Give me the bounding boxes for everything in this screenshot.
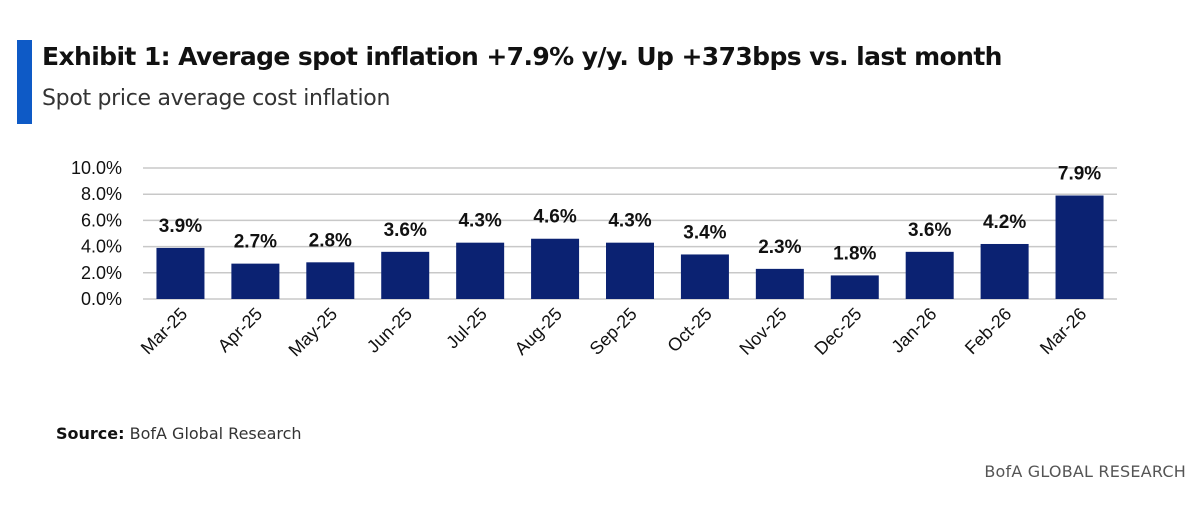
y-tick-label: 8.0% (81, 184, 122, 204)
data-label: 3.4% (683, 222, 726, 243)
x-axis-ticks: Mar-25 Apr-25 May-25 Jun-25 Jul-25 Aug-25 Sep-… (137, 304, 1091, 361)
data-label: 3.6% (908, 220, 951, 241)
bar (531, 238, 580, 299)
y-tick-label: 10.0% (71, 158, 122, 178)
data-label: 4.2% (983, 212, 1026, 233)
bar (606, 242, 654, 299)
x-tick-label: Aug-25 (511, 304, 566, 359)
x-tick-label: Dec-25 (810, 304, 865, 359)
x-tick-label: Jan-26 (887, 304, 940, 357)
bar (1055, 195, 1104, 299)
chart-subtitle: Spot price average cost inflation (42, 86, 391, 111)
y-tick-label: 6.0% (81, 210, 122, 230)
bar (156, 247, 205, 299)
data-label: 4.3% (608, 211, 651, 232)
x-tick-label: Jun-25 (363, 304, 416, 357)
bar (306, 262, 355, 299)
bar (980, 243, 1029, 299)
bar (231, 263, 280, 299)
y-axis-ticks: 0.0% 2.0% 4.0% 6.0% 8.0% 10.0% (71, 158, 122, 309)
data-label: 3.6% (384, 220, 427, 241)
x-tick-label: May-25 (285, 304, 342, 361)
source-text: BofA Global Research (124, 424, 302, 443)
x-tick-label: Apr-25 (214, 304, 266, 356)
data-labels: 3.9% 2.7% 2.8% 3.6% 4.3% 4.6% 4.3% 3.4% 2.3% 1.8%… (159, 164, 1101, 265)
y-tick-label: 0.0% (81, 289, 122, 309)
x-tick-label: Feb-26 (961, 304, 1015, 358)
x-tick-label: Mar-25 (137, 304, 191, 358)
x-tick-label: Sep-25 (586, 304, 641, 359)
x-tick-label: Nov-25 (735, 304, 790, 359)
y-tick-label: 2.0% (81, 263, 122, 283)
data-label: 2.7% (234, 232, 277, 253)
bar (456, 242, 505, 299)
x-tick-label: Jul-25 (442, 304, 491, 353)
bar (381, 251, 430, 299)
data-label: 7.9% (1058, 164, 1101, 185)
data-label: 2.3% (758, 237, 801, 258)
brand-footer: BofA GLOBAL RESEARCH (984, 462, 1186, 481)
data-label: 1.8% (833, 243, 876, 264)
chart-title: Exhibit 1: Average spot inflation +7.9% … (42, 42, 1002, 71)
bar (905, 251, 954, 299)
y-tick-label: 4.0% (81, 237, 122, 257)
bars (156, 195, 1104, 299)
data-label: 4.3% (458, 211, 501, 232)
bar (755, 268, 804, 299)
title-accent-bar (17, 40, 32, 124)
data-label: 3.9% (159, 216, 202, 237)
bar (680, 254, 729, 299)
data-label: 4.6% (533, 207, 576, 228)
source-label: Source: (56, 424, 125, 443)
source-note: Source: BofA Global Research (56, 424, 302, 443)
data-label: 2.8% (309, 230, 352, 251)
x-tick-label: Oct-25 (663, 304, 715, 356)
x-tick-label: Mar-26 (1036, 304, 1090, 358)
bar-chart: 0.0%2.0%4.0%6.0%8.0%10.0% 3.9%2.7% 2.8% 3.… (71, 158, 1117, 361)
bar (830, 275, 879, 299)
